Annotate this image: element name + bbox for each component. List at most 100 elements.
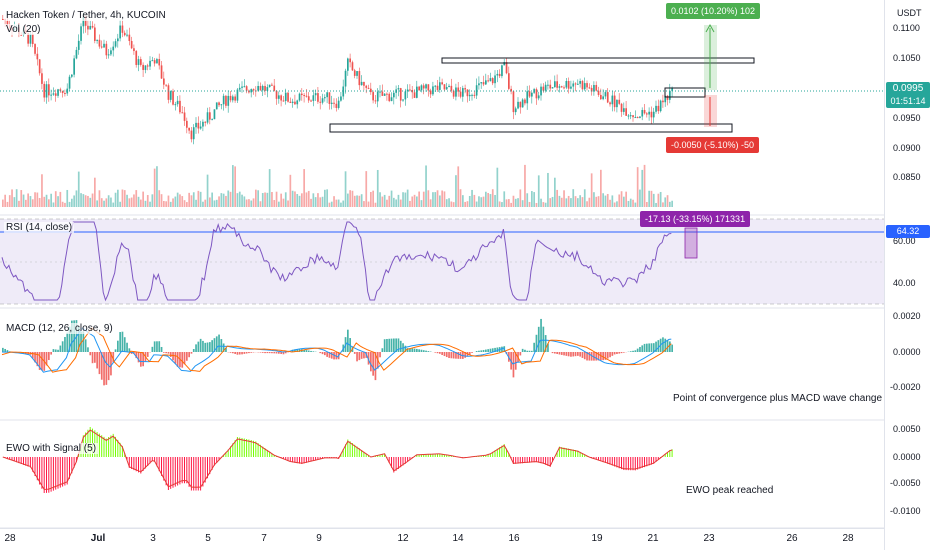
- target-label[interactable]: 0.0102 (10.20%) 102: [666, 3, 760, 19]
- macd-histogram-bar: [172, 352, 174, 360]
- candle-body: [55, 93, 57, 95]
- macd-histogram-bar: [418, 349, 420, 352]
- macd-histogram-bar: [651, 343, 653, 352]
- macd-histogram-bar: [425, 351, 427, 352]
- macd-histogram-bar: [207, 343, 209, 352]
- volume-bar: [43, 197, 45, 207]
- volume-bar: [529, 202, 531, 207]
- candle-body: [230, 96, 232, 100]
- macd-histogram-bar: [89, 352, 91, 355]
- time-tick-label: 19: [591, 533, 602, 544]
- volume-bar: [628, 201, 630, 207]
- candle-body: [64, 93, 66, 94]
- candle-body: [336, 104, 338, 108]
- candle-body: [361, 82, 363, 85]
- volume-bar: [50, 194, 52, 207]
- candle-body: [338, 101, 340, 108]
- candle-body: [582, 81, 584, 89]
- rsi-measure-label[interactable]: -17.13 (-33.15%) 171331: [640, 211, 750, 227]
- candle-body: [352, 62, 354, 70]
- volume-indicator-label[interactable]: Vol (20): [4, 24, 42, 35]
- candle-body: [239, 88, 241, 90]
- macd-histogram-bar: [193, 349, 195, 352]
- candle-body: [646, 113, 648, 114]
- volume-bar: [126, 195, 128, 207]
- time-tick-label: Jul: [91, 533, 105, 544]
- volume-bar: [193, 192, 195, 207]
- macd-histogram-bar: [609, 352, 611, 357]
- candle-body: [319, 102, 321, 103]
- macd-histogram-bar: [60, 346, 62, 352]
- macd-histogram-bar: [520, 352, 522, 355]
- volume-bar: [147, 195, 149, 207]
- candle-body: [388, 94, 390, 101]
- candle-body: [368, 88, 370, 89]
- candle-body: [241, 87, 243, 88]
- candle-body: [296, 100, 298, 104]
- candle-body: [625, 108, 627, 116]
- candle-body: [469, 95, 471, 96]
- volume-bar: [230, 192, 232, 207]
- candle-body: [175, 104, 177, 105]
- candle-body: [359, 71, 361, 85]
- volume-bar: [198, 191, 200, 207]
- rsi-tick-label: 40.00: [893, 278, 916, 288]
- price-tick-label: 0.0850: [893, 172, 921, 182]
- stop-label[interactable]: -0.0050 (-5.10%) -50: [666, 137, 759, 153]
- candle-body: [453, 91, 455, 97]
- volume-bar: [149, 202, 151, 207]
- volume-bar: [568, 196, 570, 207]
- volume-bar: [388, 196, 390, 207]
- candle-body: [478, 83, 480, 85]
- candle-body: [508, 73, 510, 89]
- candle-body: [391, 97, 393, 101]
- macd-histogram-bar: [331, 352, 333, 359]
- candle-body: [575, 83, 577, 84]
- symbol-title[interactable]: Hacken Token / Tether, 4h, KUCOIN: [4, 10, 168, 21]
- ewo-indicator-label[interactable]: EWO with Signal (5): [4, 443, 98, 454]
- time-axis[interactable]: [0, 528, 884, 551]
- candle-body: [80, 26, 82, 41]
- candle-body: [43, 84, 45, 98]
- volume-bar: [669, 202, 671, 207]
- volume-bar: [533, 192, 535, 207]
- candle-body: [490, 78, 492, 81]
- volume-bar: [69, 202, 71, 207]
- volume-bar: [273, 200, 275, 207]
- candle-body: [99, 40, 101, 47]
- macd-histogram-bar: [490, 349, 492, 352]
- volume-bar: [464, 202, 466, 207]
- volume-bar: [483, 197, 485, 207]
- macd-histogram-bar: [570, 352, 572, 357]
- volume-bar: [598, 196, 600, 207]
- macd-histogram-bar: [621, 352, 623, 353]
- macd-histogram-bar: [99, 352, 101, 374]
- macd-histogram-bar: [163, 352, 165, 353]
- macd-indicator-label[interactable]: MACD (12, 26, close, 9): [4, 323, 115, 334]
- macd-histogram-bar: [232, 352, 234, 353]
- rsi-indicator-label[interactable]: RSI (14, close): [4, 222, 74, 233]
- candle-body: [377, 92, 379, 102]
- candle-body: [267, 87, 269, 91]
- macd-histogram-bar: [83, 331, 85, 352]
- volume-bar: [145, 201, 147, 207]
- volume-bar: [655, 203, 657, 207]
- macd-histogram-bar: [648, 343, 650, 352]
- volume-bar: [96, 200, 98, 207]
- candle-body: [168, 85, 170, 100]
- volume-bar: [342, 201, 344, 207]
- macd-histogram-bar: [577, 352, 579, 356]
- volume-bar: [225, 196, 227, 207]
- volume-bar: [480, 197, 482, 207]
- volume-bar: [129, 198, 131, 207]
- volume-bar: [177, 193, 179, 207]
- candle-body: [375, 100, 377, 101]
- volume-bar: [37, 193, 39, 207]
- macd-histogram-bar: [487, 349, 489, 352]
- candle-body: [142, 65, 144, 70]
- volume-bar: [418, 192, 420, 207]
- candle-body: [414, 92, 416, 98]
- candle-body: [30, 34, 32, 44]
